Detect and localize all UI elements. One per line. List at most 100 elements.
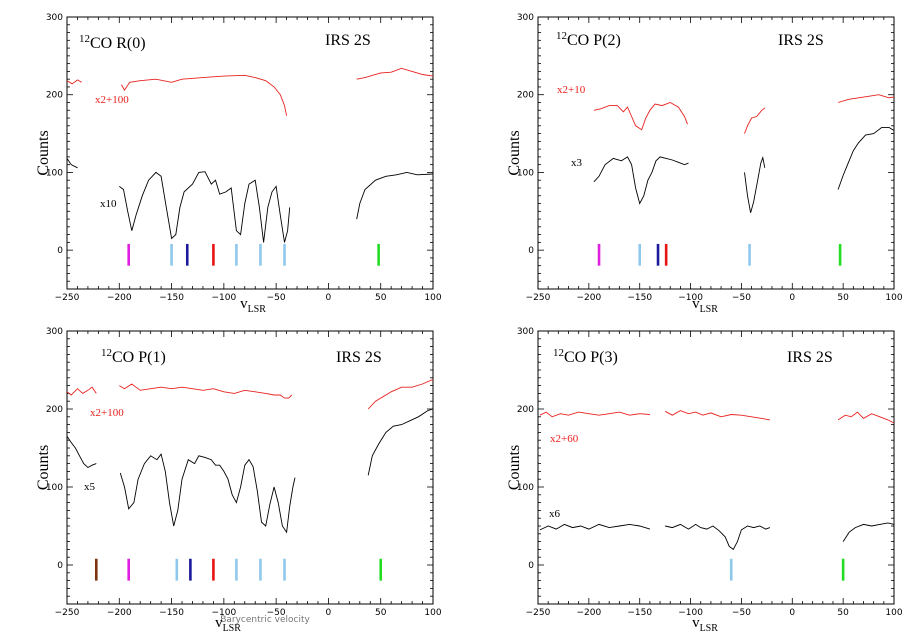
series-line-segment: [744, 107, 766, 134]
series-line-segment: [837, 411, 895, 424]
panel-title-superscript: 12: [79, 33, 90, 45]
x-tick-label: 100: [424, 293, 441, 303]
y-tick-label: 200: [517, 91, 534, 101]
y-tick-label: 100: [46, 483, 63, 493]
panel-title: 12CO P(3): [553, 347, 618, 366]
series-line-segment: [837, 94, 895, 103]
series-line-segment: [744, 156, 766, 213]
panel-3: −250 −200 −150 −100 −50 0 50 100 0 100 200 300 Count…: [35, 327, 442, 634]
y-tick-label: 0: [57, 561, 63, 571]
x-tick-label: 100: [885, 608, 902, 618]
x-axis-label-sub: LSR: [700, 304, 719, 315]
panel-title-main: CO P(3): [564, 349, 618, 366]
series-line-segment: [119, 383, 293, 399]
series-x2+60: x2+60: [539, 410, 895, 445]
series-x2+100: x2+100: [66, 378, 434, 419]
panel-title-superscript: 12: [101, 347, 112, 359]
series-line-segment: [356, 67, 434, 80]
y-tick-label: 0: [528, 246, 534, 256]
x-axis-label-sub: LSR: [223, 623, 242, 634]
y-tick-label: 100: [517, 168, 534, 178]
x-tick-label: 0: [789, 293, 795, 303]
x-axis-label-main: v: [692, 615, 700, 631]
series-line-segment: [356, 171, 434, 220]
x-tick-label: 0: [789, 608, 795, 618]
plot-frame: [66, 16, 434, 290]
panel-title: 12CO P(1): [101, 347, 166, 366]
panel-title-superscript: 12: [553, 347, 564, 359]
x-axis-label-sub: LSR: [700, 623, 719, 634]
series-line-segment: [119, 171, 291, 243]
y-tick-label: 300: [46, 13, 63, 23]
plot-frame: [537, 16, 895, 290]
panel-title-main: CO P(1): [112, 349, 166, 366]
x-tick-label: −150: [627, 608, 652, 618]
series-line-segment: [593, 102, 688, 131]
series-label: x2+100: [90, 407, 124, 419]
x-tick-label: −50: [267, 293, 286, 303]
series-x10: x10: [66, 158, 434, 243]
x-axis-label-sub: LSR: [248, 304, 267, 315]
x-axis-label-main: v: [240, 296, 248, 312]
panel-2: −250 −200 −150 −100 −50 0 50 100 0 100 200 300 Count…: [506, 13, 903, 315]
series-line-segment: [121, 74, 288, 116]
panel-title-superscript: 12: [556, 30, 567, 42]
series-label: x5: [84, 481, 96, 493]
series-label: x3: [571, 157, 583, 169]
series-label: x2+10: [557, 84, 586, 96]
x-tick-label: 50: [375, 608, 387, 618]
series-label: x6: [549, 508, 561, 520]
x-axis-label: vLSR: [215, 615, 241, 634]
panel-title-main: CO R(0): [90, 35, 146, 52]
series-line-segment: [66, 79, 82, 85]
x-tick-label: −200: [107, 293, 132, 303]
y-tick-label: 300: [517, 327, 534, 337]
y-axis-label: Counts: [35, 130, 52, 175]
x-axis-label-main: v: [215, 615, 223, 631]
series-line-segment: [664, 410, 770, 421]
x-tick-label: −200: [576, 608, 601, 618]
x-tick-label: 100: [424, 608, 441, 618]
x-tick-label: −100: [678, 293, 703, 303]
x-tick-label: −50: [732, 608, 751, 618]
series-line-segment: [539, 523, 651, 531]
x-tick-label: −250: [526, 293, 551, 303]
series-label: x10: [100, 198, 117, 210]
series-x2+10: x2+10: [557, 84, 895, 134]
series-line-segment: [593, 156, 689, 205]
series-x2+100: x2+100: [66, 67, 434, 116]
series-line-segment: [119, 453, 296, 534]
x-tick-label: −50: [267, 608, 286, 618]
series-line-segment: [66, 386, 97, 396]
x-axis-label: vLSR: [692, 615, 718, 634]
panel-title-main: CO P(2): [567, 32, 621, 49]
x-tick-label: −250: [526, 608, 551, 618]
series-line-segment: [367, 408, 434, 476]
x-tick-label: −150: [159, 608, 184, 618]
y-tick-label: 300: [517, 13, 534, 23]
x-tick-label: 0: [326, 608, 332, 618]
y-tick-label: 200: [46, 405, 63, 415]
series-label: x2+60: [550, 433, 579, 445]
series-line-segment: [367, 378, 434, 410]
x-tick-label: 50: [375, 293, 387, 303]
x-axis-label-main: v: [692, 296, 700, 312]
y-tick-label: 200: [517, 405, 534, 415]
x-tick-label: −250: [55, 608, 80, 618]
x-tick-label: −100: [211, 293, 236, 303]
source-label: IRS 2S: [778, 32, 824, 49]
x-axis-label: vLSR: [240, 296, 266, 315]
panel-1: −250 −200 −150 −100 −50 0 50 100 0 100 200 300 Count…: [35, 13, 442, 315]
series-x3: x3: [571, 126, 895, 213]
x-tick-label: −250: [55, 293, 80, 303]
series-x6: x6: [539, 508, 895, 551]
x-axis-label: vLSR: [692, 296, 718, 315]
x-tick-label: 0: [326, 293, 332, 303]
series-line-segment: [665, 523, 771, 551]
source-label: IRS 2S: [336, 349, 382, 366]
y-tick-label: 0: [528, 561, 534, 571]
x-tick-label: −100: [211, 608, 236, 618]
series-x5: x5: [66, 408, 434, 534]
plot-frame: [66, 330, 434, 605]
